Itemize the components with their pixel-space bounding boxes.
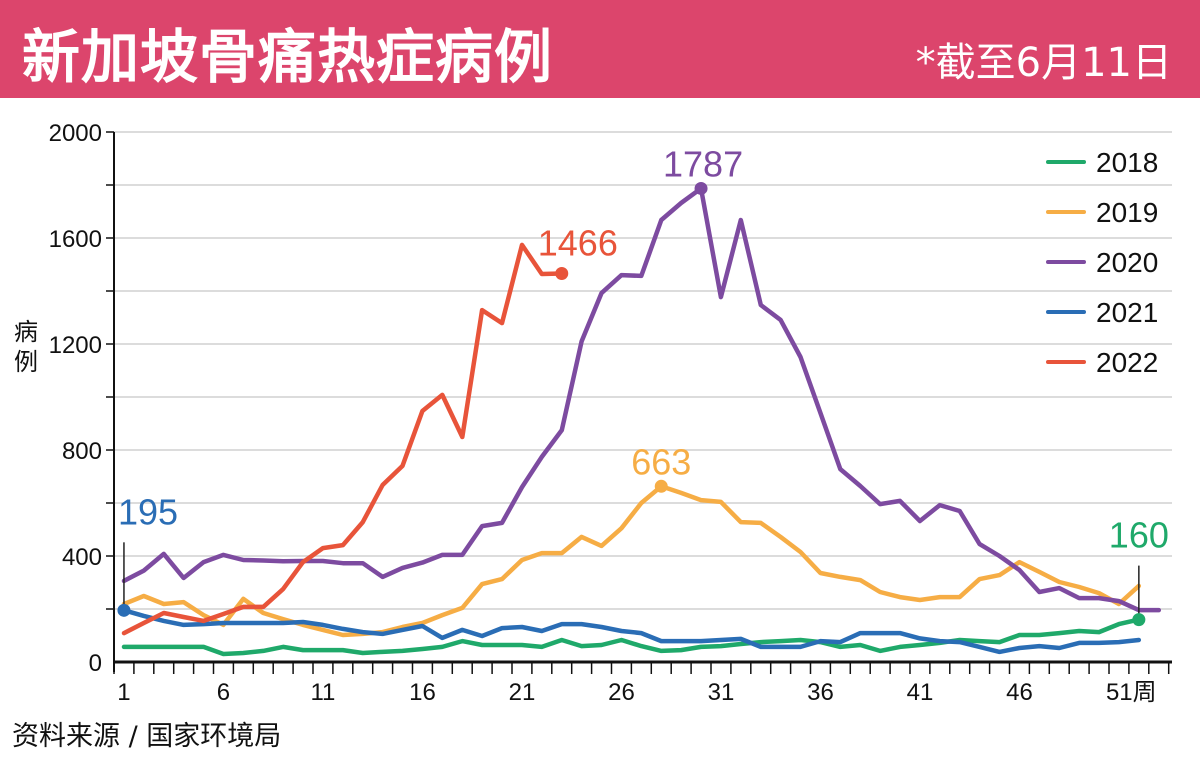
y-tick-label: 0 [89, 650, 102, 677]
y-tick-label: 1600 [49, 226, 102, 253]
x-tick-label: 46 [1006, 679, 1033, 706]
annotation-label-2018: 160 [1109, 515, 1169, 556]
series-line-2018 [121, 617, 1142, 657]
title-banner: 新加坡骨痛热症病例 *截至6月11日 [0, 0, 1200, 98]
data-source: 资料来源 / 国家环境局 [12, 721, 282, 752]
x-tick-label: 16 [409, 679, 436, 706]
annotation-marker-2020 [694, 181, 708, 195]
y-tick-label: 800 [62, 438, 102, 465]
x-tick-label: 26 [608, 679, 635, 706]
annotation-label-2022: 1466 [538, 223, 618, 264]
x-tick-label: 11 [310, 679, 335, 706]
legend-label-2018: 2018 [1096, 147, 1158, 178]
x-tick-label: 21 [509, 679, 536, 706]
annotation-marker-2018 [1132, 613, 1146, 627]
legend-label-2021: 2021 [1096, 297, 1158, 328]
annotation-marker-2022 [555, 267, 569, 281]
y-tick-label: 2000 [49, 120, 102, 147]
legend-label-2019: 2019 [1096, 197, 1158, 228]
y-axis-label: 例 [14, 348, 38, 376]
x-tick-label: 41 [907, 679, 934, 706]
series-line-2020 [121, 186, 1162, 613]
annotation-marker-2019 [654, 479, 668, 493]
series-line-2021 [121, 608, 1142, 655]
annotation-label-2021: 195 [118, 491, 178, 532]
x-tick-label: 51周 [1106, 679, 1157, 706]
legend-label-2020: 2020 [1096, 247, 1158, 278]
legend-label-2022: 2022 [1096, 347, 1158, 378]
as-of-date: *截至6月11日 [915, 40, 1172, 86]
y-tick-label: 1200 [49, 332, 102, 359]
y-axis-label: 病 [14, 318, 38, 346]
x-tick-label: 6 [217, 679, 230, 706]
annotation-label-2020: 1787 [663, 143, 743, 184]
annotation-marker-2021 [117, 603, 131, 617]
y-tick-label: 400 [62, 544, 102, 571]
series-line-2022 [121, 242, 565, 636]
annotation-label-2019: 663 [631, 441, 691, 482]
x-tick-label: 36 [807, 679, 834, 706]
x-tick-label: 1 [117, 679, 130, 706]
x-tick-label: 31 [708, 679, 735, 706]
chart-title: 新加坡骨痛热症病例 [22, 23, 554, 91]
